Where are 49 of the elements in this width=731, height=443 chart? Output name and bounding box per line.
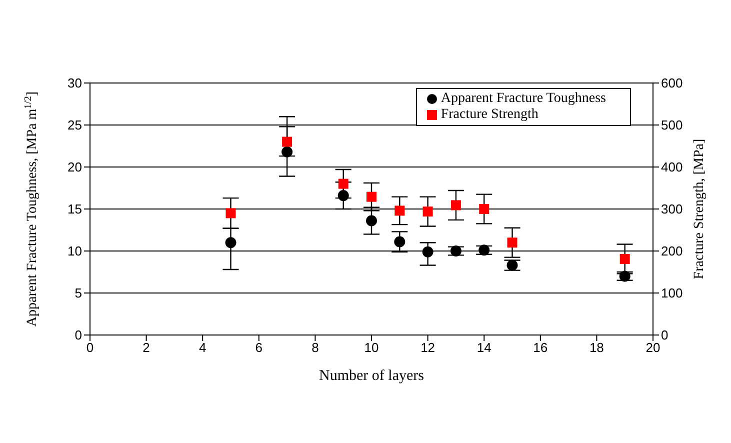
y-tick-label: 30 xyxy=(68,76,82,91)
x-tick-label: 10 xyxy=(364,340,379,356)
x-tick-label: 2 xyxy=(142,340,150,356)
y2-axis-title: Fracture Strength, [MPa] xyxy=(692,138,707,280)
point xyxy=(478,244,490,256)
y2-tick-label: 400 xyxy=(661,160,683,175)
point xyxy=(479,204,490,214)
point xyxy=(282,146,293,158)
point xyxy=(225,237,236,248)
point xyxy=(394,206,405,216)
y-tick-label: 0 xyxy=(74,328,82,343)
point xyxy=(422,206,433,217)
x-tick-label: 6 xyxy=(255,340,263,356)
legend-label: Fracture Strength xyxy=(440,107,538,122)
point xyxy=(366,215,377,226)
x-tick-label: 18 xyxy=(589,340,604,356)
point xyxy=(366,192,376,202)
x-tick-label: 16 xyxy=(533,340,548,356)
x-axis-title: Number of layers xyxy=(319,368,424,384)
y-tick-label: 20 xyxy=(68,160,82,175)
y2-tick-label: 100 xyxy=(661,286,683,301)
y2-tick-label: 600 xyxy=(661,76,683,91)
y-tick-label: 5 xyxy=(74,286,82,301)
point xyxy=(394,236,406,248)
point xyxy=(226,208,236,218)
point xyxy=(506,260,518,271)
point xyxy=(282,136,292,147)
point xyxy=(338,190,349,202)
point xyxy=(450,246,462,256)
x-tick-label: 4 xyxy=(198,340,206,356)
point xyxy=(507,238,518,248)
y2-tick-label: 200 xyxy=(661,244,683,259)
x-tick-label: 12 xyxy=(420,340,436,356)
y-tick-label: 25 xyxy=(68,118,82,133)
y-tick-label: 10 xyxy=(68,244,82,259)
point xyxy=(620,254,630,264)
y2-tick-label: 300 xyxy=(661,202,683,217)
point xyxy=(338,178,348,189)
point xyxy=(422,246,434,258)
point xyxy=(619,270,630,282)
y-tick-label: 15 xyxy=(68,202,82,217)
legend-label: Apparent Fracture Toughness xyxy=(440,91,606,106)
x-tick-label: 8 xyxy=(312,340,319,356)
y2-tick-label: 500 xyxy=(661,118,683,133)
x-tick-label: 0 xyxy=(86,340,94,356)
point xyxy=(450,200,461,210)
y2-tick-label: 0 xyxy=(661,328,668,343)
x-tick-label: 20 xyxy=(646,340,660,356)
x-tick-label: 14 xyxy=(476,340,492,356)
